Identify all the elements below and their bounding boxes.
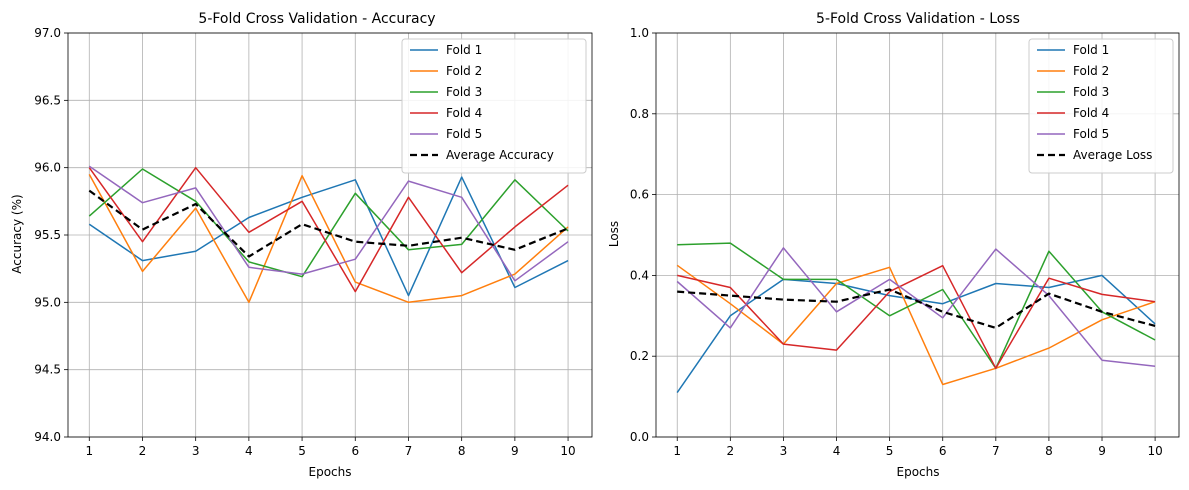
loss-legend: Fold 1 Fold 2 Fold 3 Fold 4 Fold 5 Average Lo…	[1028, 38, 1174, 174]
loss-series-line-5	[676, 247, 1156, 368]
accuracy-xtick-label: 8	[458, 444, 466, 458]
loss-series-line-4	[677, 264, 1156, 370]
accuracy-series-line-5	[88, 165, 569, 282]
accuracy-legend-label: Fold 3	[446, 85, 482, 99]
loss-series-line-1	[676, 274, 1156, 394]
accuracy-legend-label: Fold 5	[446, 127, 482, 141]
accuracy-xtick-label: 7	[405, 444, 413, 458]
accuracy-axes-frame	[67, 32, 593, 438]
loss-legend-label: Fold 5	[1073, 127, 1109, 141]
accuracy-xtick-label: 10	[560, 444, 575, 458]
loss-legend-label: Fold 2	[1073, 64, 1109, 78]
loss-series-line-3	[677, 242, 1156, 370]
accuracy-legend-label: Fold 1	[446, 43, 482, 57]
loss-ytick-label: 0.0	[630, 430, 649, 444]
loss-ytick-label: 1.0	[630, 26, 649, 40]
accuracy-ytick-label: 97.0	[34, 26, 61, 40]
accuracy-legend: Fold 1 Fold 2 Fold 3 Fold 4 Fold 5 Average Ac…	[401, 38, 587, 174]
accuracy-series-line-3	[88, 168, 569, 278]
accuracy-xtick-label: 3	[192, 444, 200, 458]
loss-xtick-label: 4	[833, 444, 841, 458]
loss-legend-label: Fold 3	[1073, 85, 1109, 99]
loss-xtick-label: 5	[886, 444, 894, 458]
loss-series-line-6	[677, 288, 1156, 329]
accuracy-xtick-label: 4	[245, 444, 253, 458]
loss-chart-ylabel: Loss	[607, 221, 621, 247]
loss-ytick-label: 0.8	[630, 107, 649, 121]
accuracy-legend-box	[401, 38, 587, 174]
loss-chart-xlabel: Epochs	[897, 465, 940, 479]
loss-chart: 5-Fold Cross Validation - Loss Epochs Lo…	[607, 11, 1180, 479]
accuracy-series-line-1	[88, 176, 569, 297]
accuracy-series-line-2	[88, 174, 569, 304]
accuracy-ytick-label: 95.5	[34, 228, 61, 242]
loss-ytick-label: 0.6	[630, 188, 649, 202]
accuracy-xtick-label: 6	[351, 444, 359, 458]
accuracy-series-line-6	[88, 189, 569, 258]
loss-series-line-2	[676, 264, 1156, 386]
loss-xtick-label: 6	[939, 444, 947, 458]
accuracy-ytick-label: 96.5	[34, 93, 61, 107]
loss-xtick-label: 10	[1147, 444, 1162, 458]
loss-legend-label: Fold 1	[1073, 43, 1109, 57]
loss-ytick-label: 0.4	[630, 268, 649, 282]
accuracy-xtick-label: 5	[298, 444, 306, 458]
accuracy-ytick-label: 95.0	[34, 295, 61, 309]
accuracy-xtick-label: 1	[85, 444, 93, 458]
loss-chart-title: 5-Fold Cross Validation - Loss	[816, 11, 1020, 27]
accuracy-chart-xlabel: Epochs	[309, 465, 352, 479]
loss-ytick-label: 0.2	[630, 349, 649, 363]
loss-legend-label: Fold 4	[1073, 106, 1109, 120]
loss-xtick-label: 3	[780, 444, 788, 458]
accuracy-xtick-label: 9	[511, 444, 519, 458]
loss-xtick-label: 7	[992, 444, 1000, 458]
loss-legend-box	[1028, 38, 1174, 174]
loss-axes-frame	[655, 32, 1180, 438]
accuracy-xtick-label: 2	[139, 444, 147, 458]
loss-legend-label: Average Loss	[1073, 148, 1152, 162]
accuracy-plot-area: 1 2 3 4 5 6 7 8 9 10 94.0 94.5 95.0 95.5 96.0 96.5 97.0 F…	[34, 26, 593, 458]
accuracy-legend-label: Average Accuracy	[446, 148, 554, 162]
loss-xtick-label: 1	[673, 444, 681, 458]
loss-xtick-label: 2	[727, 444, 735, 458]
accuracy-legend-label: Fold 4	[446, 106, 482, 120]
accuracy-ytick-label: 94.0	[34, 430, 61, 444]
loss-xtick-label: 8	[1045, 444, 1053, 458]
accuracy-ytick-label: 96.0	[34, 161, 61, 175]
accuracy-chart-title: 5-Fold Cross Validation - Accuracy	[198, 11, 435, 27]
accuracy-legend-label: Fold 2	[446, 64, 482, 78]
accuracy-series-line-4	[88, 166, 569, 293]
accuracy-chart-ylabel: Accuracy (%)	[10, 194, 24, 273]
loss-xtick-label: 9	[1098, 444, 1106, 458]
accuracy-ytick-label: 94.5	[34, 363, 61, 377]
accuracy-chart: 5-Fold Cross Validation - Accuracy Epoch…	[10, 11, 593, 479]
